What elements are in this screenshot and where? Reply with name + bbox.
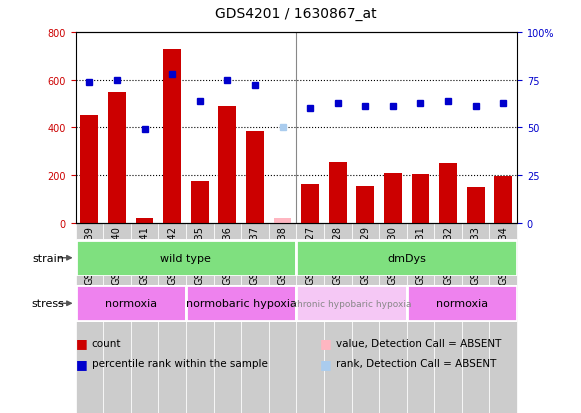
Bar	[108, 93, 126, 223]
Text: GDS4201 / 1630867_at: GDS4201 / 1630867_at	[216, 7, 377, 21]
Bar	[186, 223, 214, 413]
Bar	[76, 223, 103, 413]
Text: normoxia: normoxia	[105, 299, 157, 309]
Text: value, Detection Call = ABSENT: value, Detection Call = ABSENT	[336, 338, 501, 348]
Bar	[163, 50, 181, 223]
Bar	[76, 240, 296, 276]
Text: normoxia: normoxia	[436, 299, 488, 309]
Bar	[352, 223, 379, 413]
Bar	[218, 107, 236, 223]
Bar	[191, 181, 209, 223]
Bar	[329, 162, 347, 223]
Bar	[296, 240, 517, 276]
Bar	[158, 223, 186, 413]
Text: chronic hypobaric hypoxia: chronic hypobaric hypoxia	[292, 299, 411, 308]
Text: count: count	[92, 338, 121, 348]
Bar	[131, 223, 158, 413]
Bar	[439, 164, 457, 223]
Bar	[435, 223, 462, 413]
Bar	[462, 223, 490, 413]
Bar	[407, 223, 435, 413]
Text: strain: strain	[32, 253, 64, 263]
Bar	[274, 218, 292, 223]
Bar	[241, 223, 269, 413]
Text: ■: ■	[76, 336, 87, 349]
Bar	[379, 223, 407, 413]
Bar	[494, 177, 512, 223]
Bar	[296, 286, 407, 321]
Bar	[467, 188, 485, 223]
Bar	[301, 185, 319, 223]
Bar	[214, 223, 241, 413]
Bar	[296, 223, 324, 413]
Text: wild type: wild type	[160, 253, 211, 263]
Bar	[384, 173, 402, 223]
Text: dmDys: dmDys	[388, 253, 426, 263]
Bar	[407, 286, 517, 321]
Text: percentile rank within the sample: percentile rank within the sample	[92, 358, 268, 368]
Text: ■: ■	[76, 357, 87, 370]
Bar	[356, 186, 374, 223]
Bar	[324, 223, 352, 413]
Bar	[411, 174, 429, 223]
Bar	[80, 116, 98, 223]
Text: ■: ■	[320, 336, 331, 349]
Bar	[246, 132, 264, 223]
Text: normobaric hypoxia: normobaric hypoxia	[186, 299, 296, 309]
Bar	[103, 223, 131, 413]
Bar	[490, 223, 517, 413]
Text: rank, Detection Call = ABSENT: rank, Detection Call = ABSENT	[336, 358, 496, 368]
Bar	[135, 218, 153, 223]
Bar	[269, 223, 296, 413]
Text: stress: stress	[31, 299, 64, 309]
Bar	[186, 286, 296, 321]
Bar	[76, 286, 186, 321]
Text: ■: ■	[320, 357, 331, 370]
